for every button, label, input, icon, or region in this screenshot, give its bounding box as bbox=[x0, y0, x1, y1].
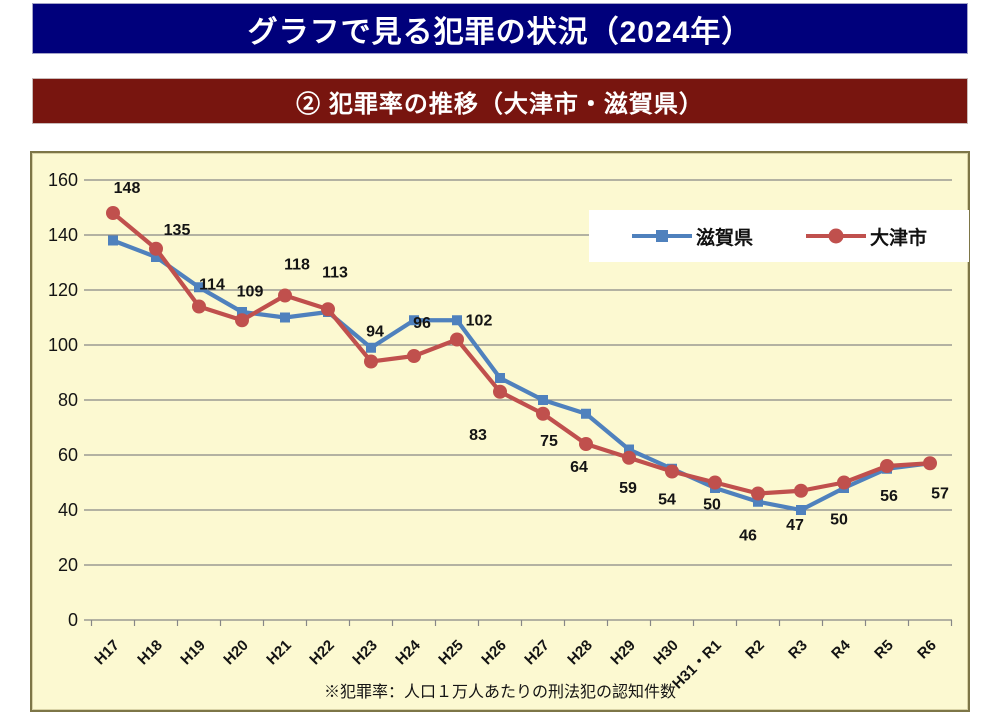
data-label: 50 bbox=[830, 512, 848, 529]
x-axis-tick-label: H26 bbox=[478, 637, 509, 668]
data-point-marker bbox=[665, 464, 679, 479]
x-axis-tick-label: H23 bbox=[349, 637, 380, 668]
x-axis-tick-label: H24 bbox=[392, 636, 424, 668]
x-axis-tick-label: H17 bbox=[91, 637, 122, 668]
data-label: 47 bbox=[786, 517, 804, 534]
x-axis-tick-label: H25 bbox=[435, 637, 466, 668]
series-line-滋賀県 bbox=[110, 238, 933, 513]
data-label: 54 bbox=[658, 492, 676, 509]
otsu-line-sample-icon bbox=[806, 228, 866, 244]
main-title-banner: グラフで見る犯罪の状況（2024年） bbox=[32, 3, 968, 54]
data-point-marker bbox=[837, 475, 851, 490]
y-axis-tick-label: 60 bbox=[58, 445, 78, 465]
x-axis-tick-label: H30 bbox=[650, 637, 681, 668]
data-point-marker bbox=[579, 437, 593, 451]
data-point-marker bbox=[108, 235, 118, 246]
data-point-marker bbox=[364, 354, 378, 369]
x-axis-tick-label: H28 bbox=[564, 637, 595, 668]
data-point-marker bbox=[235, 313, 249, 328]
data-point-marker bbox=[409, 315, 419, 326]
data-label: 59 bbox=[619, 480, 637, 497]
data-point-marker bbox=[622, 450, 636, 465]
data-point-marker bbox=[149, 241, 163, 256]
data-point-marker bbox=[237, 307, 247, 317]
y-axis-tick-label: 120 bbox=[48, 280, 78, 300]
data-point-marker bbox=[493, 384, 507, 399]
data-point-marker bbox=[923, 456, 937, 471]
x-axis-tick-label: R5 bbox=[871, 637, 897, 663]
data-point-marker bbox=[708, 475, 722, 490]
data-label: 46 bbox=[739, 528, 757, 545]
data-label: 113 bbox=[322, 264, 348, 281]
y-axis-tick-label: 80 bbox=[58, 390, 78, 410]
data-point-marker bbox=[106, 206, 120, 220]
x-axis-tick-label: H18 bbox=[134, 637, 165, 668]
data-point-marker bbox=[450, 332, 464, 347]
crime-rate-chart: 0 20 40 60 80 100 120 140 160 H17 H18 H19 H20 H21 H22 H… bbox=[30, 151, 970, 712]
y-axis-tick-label: 0 bbox=[68, 610, 78, 630]
data-point-marker bbox=[624, 444, 634, 455]
data-point-marker bbox=[280, 312, 290, 323]
data-label: 56 bbox=[880, 488, 898, 505]
y-axis-tick-label: 20 bbox=[58, 555, 78, 575]
data-point-marker bbox=[194, 282, 204, 293]
legend-label-shiga: 滋賀県 bbox=[695, 227, 753, 249]
data-point-marker bbox=[536, 406, 550, 421]
data-point-marker bbox=[192, 299, 206, 314]
y-axis-tick-label: 40 bbox=[58, 500, 78, 520]
data-point-marker bbox=[794, 483, 808, 498]
data-label: 83 bbox=[469, 427, 487, 444]
data-label: 135 bbox=[164, 222, 191, 239]
data-point-marker bbox=[538, 395, 548, 405]
data-point-marker bbox=[751, 486, 765, 501]
data-point-marker bbox=[366, 342, 376, 353]
chart-legend: 滋賀県 大津市 bbox=[589, 210, 969, 262]
legend-label-otsu: 大津市 bbox=[870, 227, 928, 249]
legend-item-shiga: 滋賀県 bbox=[631, 223, 753, 250]
data-label: 118 bbox=[284, 257, 310, 274]
data-label: 50 bbox=[703, 497, 721, 514]
x-axis-tick-label: H29 bbox=[607, 637, 638, 668]
data-point-marker bbox=[321, 302, 335, 317]
data-label: 94 bbox=[366, 324, 384, 341]
chart-title: ② 犯罪率の推移（大津市・滋賀県） bbox=[296, 90, 704, 118]
x-axis-tick-label: H22 bbox=[306, 637, 337, 668]
y-axis-tick-label: 140 bbox=[48, 225, 78, 245]
data-label: 114 bbox=[199, 277, 225, 294]
data-label: 64 bbox=[570, 459, 588, 476]
y-axis-tick-label: 160 bbox=[48, 170, 78, 190]
data-point-marker bbox=[151, 252, 161, 262]
x-axis-tick-label: R6 bbox=[914, 637, 940, 663]
x-axis-tick-label: H19 bbox=[177, 637, 208, 668]
x-axis-tick-label: R3 bbox=[785, 637, 811, 663]
data-label: 109 bbox=[237, 283, 264, 300]
chart-title-banner: ② 犯罪率の推移（大津市・滋賀県） bbox=[32, 78, 968, 124]
data-point-marker bbox=[880, 459, 894, 473]
series-line-大津市 bbox=[110, 210, 933, 496]
x-axis-tick-label: R4 bbox=[828, 636, 854, 662]
data-label: 102 bbox=[466, 313, 493, 330]
y-axis-tick-label: 100 bbox=[48, 335, 78, 355]
data-point-marker bbox=[495, 373, 505, 383]
legend-item-otsu: 大津市 bbox=[805, 223, 927, 250]
data-label: 148 bbox=[114, 180, 141, 197]
data-point-marker bbox=[753, 496, 763, 507]
x-axis-tick-label: R2 bbox=[742, 637, 768, 663]
data-point-marker bbox=[796, 505, 806, 515]
page-title: グラフで見る犯罪の状況（2024年） bbox=[247, 15, 753, 49]
x-axis-tick-label: H21 bbox=[263, 637, 294, 668]
data-label: 96 bbox=[413, 315, 431, 332]
x-axis-tick-label: H20 bbox=[220, 637, 251, 668]
data-point-marker bbox=[407, 349, 421, 363]
x-axis-tick-label: H27 bbox=[521, 637, 552, 668]
chart-footnote: ※犯罪率：人口１万人あたりの刑法犯の認知件数 bbox=[323, 684, 676, 701]
data-point-marker bbox=[452, 315, 462, 326]
data-label: 75 bbox=[540, 433, 558, 450]
data-point-marker bbox=[581, 408, 591, 419]
data-label: 57 bbox=[931, 485, 949, 502]
chart-canvas: 0 20 40 60 80 100 120 140 160 H17 H18 H19 H20 H21 H22 H… bbox=[48, 170, 953, 692]
shiga-line-sample-icon bbox=[631, 230, 692, 242]
data-point-marker bbox=[278, 288, 292, 303]
